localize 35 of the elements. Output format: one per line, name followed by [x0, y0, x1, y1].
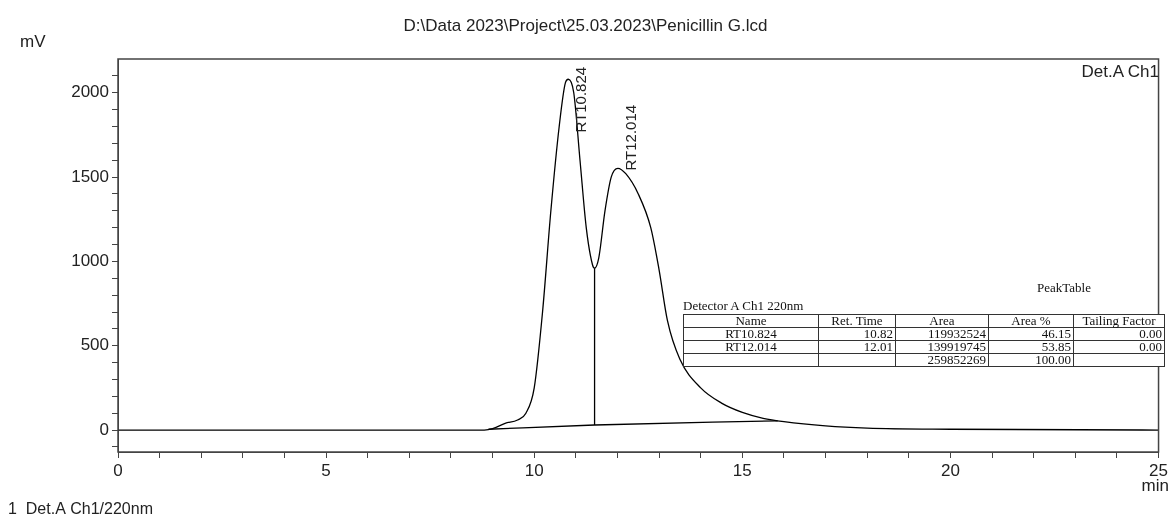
text: Detector A Ch1 220nm — [683, 298, 805, 314]
y-axis-title: mV — [20, 32, 47, 52]
annotation: RT12.014 — [622, 104, 640, 171]
text: RT10.824 — [725, 326, 777, 341]
category-label: Name — [683, 313, 819, 328]
y-tick-label: 2000 — [71, 82, 109, 102]
text: 46.15 — [1041, 326, 1071, 341]
category-label: Tailing Factor — [1073, 313, 1165, 328]
text: 1 Det.A Ch1/220nm — [8, 500, 153, 518]
text: 139919745 — [927, 339, 986, 354]
text: 53.85 — [1041, 339, 1071, 354]
text: 0.00 — [1139, 339, 1162, 354]
x-tick-label: 20 — [940, 460, 960, 480]
annotation: Det.A Ch1 — [1081, 62, 1159, 82]
x-tick-label: 10 — [524, 460, 544, 480]
text: 259852269 — [927, 352, 986, 367]
text: 119932524 — [927, 326, 986, 341]
text: 12.01 — [863, 339, 893, 354]
x-tick-label: 15 — [732, 460, 752, 480]
annotation: RT10.824 — [572, 66, 590, 133]
text: 100.00 — [1035, 352, 1071, 367]
category-label: Area % — [988, 313, 1074, 328]
x-tick-label: 0 — [113, 460, 123, 480]
y-tick-label: 500 — [80, 335, 109, 355]
x-tick-label: 5 — [321, 460, 331, 480]
chart-title: D:\Data 2023\Project\25.03.2023\Penicillin G.lcd — [403, 16, 768, 35]
category-label: Ret. Time — [818, 313, 896, 328]
text: RT12.014 — [725, 339, 777, 354]
y-tick-label: 1000 — [71, 251, 109, 271]
text: 0.00 — [1139, 326, 1162, 341]
text: 10.82 — [863, 326, 893, 341]
text: PeakTable — [1036, 280, 1092, 296]
y-tick-label: 1500 — [71, 166, 109, 186]
category-label: Area — [895, 313, 989, 328]
y-tick-label: 0 — [99, 419, 109, 439]
